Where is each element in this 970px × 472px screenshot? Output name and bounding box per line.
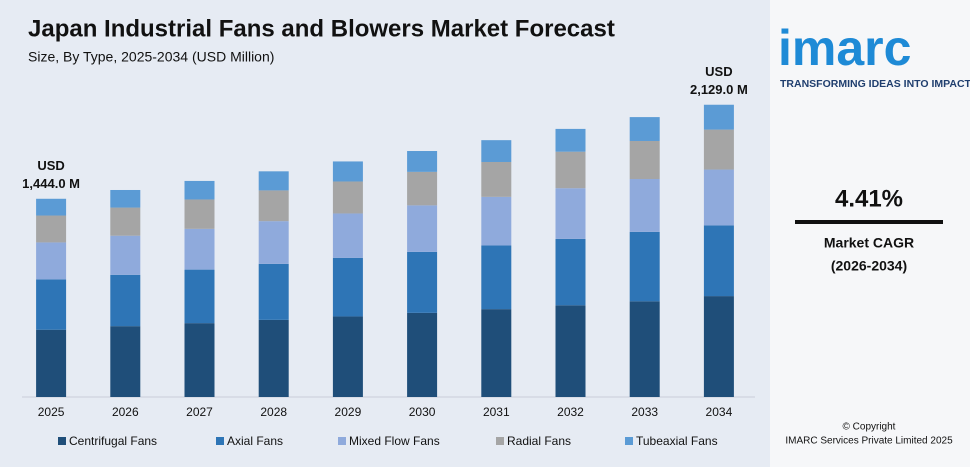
x-tick-label: 2029 <box>335 405 362 419</box>
x-tick-label: 2026 <box>112 405 139 419</box>
bar-segment <box>481 196 512 246</box>
bar-segment <box>258 221 289 264</box>
bar-segment <box>629 140 660 180</box>
cagr-label: Market CAGR <box>824 235 914 251</box>
bar-segment <box>629 179 660 232</box>
bar-segment <box>703 104 734 130</box>
bar-segment <box>36 279 67 330</box>
bar-segment <box>36 242 67 280</box>
bar-segment <box>110 274 141 327</box>
bar-segment <box>555 188 586 239</box>
legend-label: Centrifugal Fans <box>69 434 157 448</box>
bar-segment <box>703 129 734 170</box>
cagr-period: (2026-2034) <box>831 258 907 274</box>
bar-segment <box>407 151 438 172</box>
bar-segment <box>407 205 438 252</box>
tagline: TRANSFORMING IDEAS INTO IMPACT <box>780 78 970 90</box>
cagr-value: 4.41% <box>835 185 903 212</box>
legend-swatch <box>496 437 504 445</box>
bar-segment <box>703 296 734 397</box>
x-tick-label: 2030 <box>409 405 436 419</box>
company: IMARC Services Private Limited 2025 <box>785 436 953 447</box>
x-tick-label: 2031 <box>483 405 510 419</box>
bar-segment <box>332 316 363 397</box>
chart-title: Japan Industrial Fans and Blowers Market… <box>28 15 615 42</box>
bar-segment <box>407 251 438 313</box>
bar-segment <box>332 181 363 214</box>
copyright: © Copyright <box>843 422 896 433</box>
bar-segment <box>258 190 289 222</box>
bar-segment <box>184 323 215 397</box>
legend-label: Radial Fans <box>507 434 571 448</box>
bar-segment <box>184 199 215 229</box>
bar-segment <box>184 228 215 270</box>
total-unit: USD <box>705 64 732 79</box>
total-label: 2,129.0 M <box>690 82 748 97</box>
bar-segment <box>481 245 512 310</box>
bar-segment <box>481 309 512 397</box>
bar-segment <box>258 263 289 320</box>
bar-segment <box>36 215 67 243</box>
bar-segment <box>407 312 438 397</box>
bar-segment <box>36 329 67 397</box>
bar-segment <box>332 213 363 258</box>
bar-segment <box>629 231 660 302</box>
bar-segment <box>555 238 586 306</box>
total-unit: USD <box>37 158 64 173</box>
bar-segment <box>184 180 215 200</box>
x-tick-label: 2032 <box>557 405 584 419</box>
bar-segment <box>258 319 289 397</box>
bar-segment <box>703 169 734 226</box>
legend-label: Axial Fans <box>227 434 283 448</box>
x-tick-label: 2025 <box>38 405 65 419</box>
bar-segment <box>258 171 289 191</box>
legend-swatch <box>58 437 66 445</box>
bar-segment <box>110 189 141 208</box>
x-tick-label: 2034 <box>706 405 733 419</box>
x-tick-label: 2033 <box>631 405 658 419</box>
bar-segment <box>703 225 734 297</box>
legend-label: Tubeaxial Fans <box>636 434 718 448</box>
cagr-rule <box>795 220 943 224</box>
bar-segment <box>481 140 512 162</box>
bar-segment <box>629 301 660 397</box>
bar-segment <box>110 207 141 236</box>
legend-label: Mixed Flow Fans <box>349 434 440 448</box>
bar-segment <box>110 326 141 397</box>
bar-segment <box>555 305 586 397</box>
bar-segment <box>555 151 586 189</box>
bar-segment <box>629 117 660 141</box>
bar-segment <box>184 269 215 324</box>
bar-segment <box>332 161 363 182</box>
chart-subtitle: Size, By Type, 2025-2034 (USD Million) <box>28 49 274 65</box>
bar-segment <box>555 128 586 152</box>
bar-segment <box>36 198 67 216</box>
bar-segment <box>481 161 512 197</box>
x-tick-label: 2028 <box>260 405 287 419</box>
bar-segment <box>332 257 363 317</box>
bar-segment <box>110 235 141 275</box>
logo: imarc <box>778 20 911 76</box>
legend-swatch <box>625 437 633 445</box>
sidebar-background <box>770 0 970 467</box>
x-tick-label: 2027 <box>186 405 213 419</box>
legend-swatch <box>216 437 224 445</box>
total-label: 1,444.0 M <box>22 176 80 191</box>
bar-segment <box>407 171 438 206</box>
legend-swatch <box>338 437 346 445</box>
